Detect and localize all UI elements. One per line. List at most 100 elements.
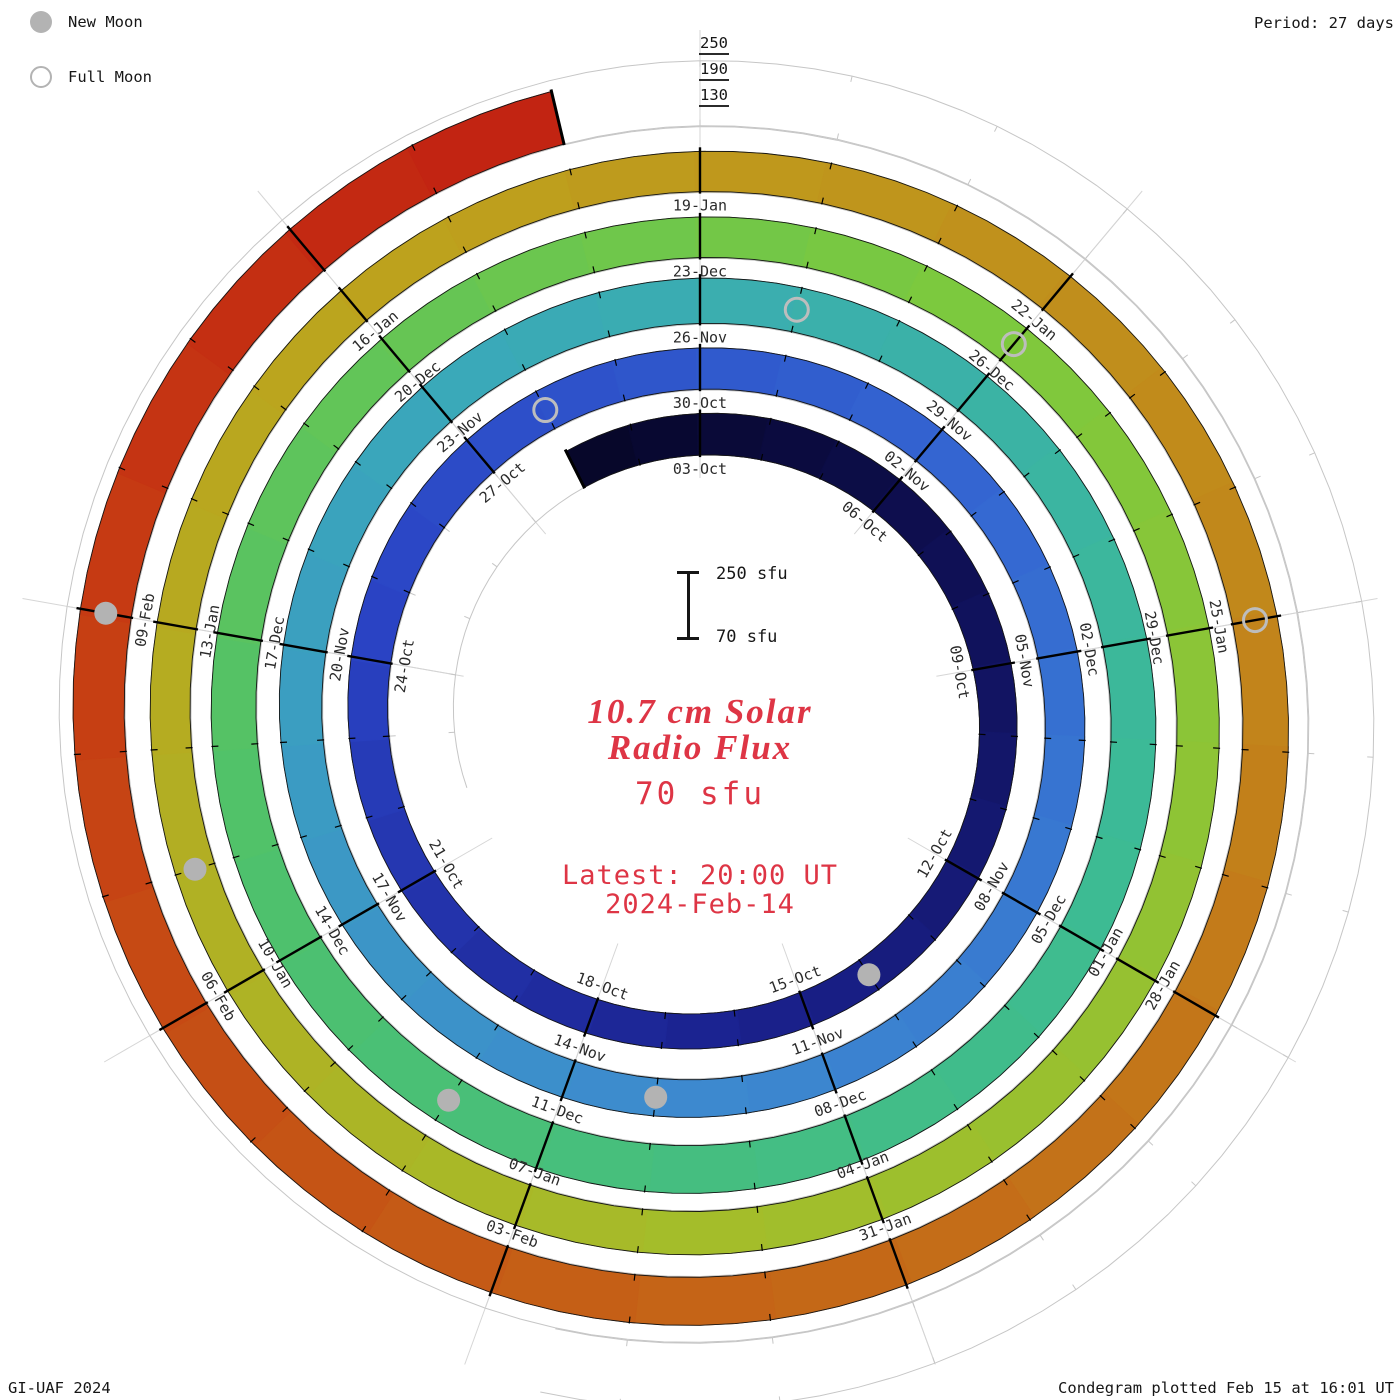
daily-tick: [1104, 411, 1112, 417]
spiral-date-label: 19-Jan: [673, 197, 727, 215]
track-minor-tick: [1254, 475, 1261, 480]
daily-tick: [907, 914, 914, 920]
daily-tick: [421, 1134, 427, 1141]
daily-tick: [988, 1156, 993, 1163]
track-minor-tick: [626, 1340, 628, 1347]
daily-tick: [768, 417, 772, 425]
daily-tick: [1000, 807, 1008, 811]
daily-tick: [930, 1068, 936, 1076]
daily-tick: [475, 272, 481, 280]
daily-tick: [733, 1009, 736, 1017]
daily-tick: [534, 390, 540, 398]
daily-tick: [741, 1074, 744, 1083]
daily-tick: [878, 355, 883, 363]
day-divider: [865, 1175, 885, 1224]
track-tick: [493, 472, 537, 523]
plotted-label: Condegram plotted Feb 15 at 16:01 UT: [1058, 1379, 1394, 1397]
daily-tick: [1193, 501, 1201, 506]
daily-tick: [622, 394, 626, 402]
daily-tick: [874, 984, 880, 991]
track-minor-tick: [1148, 1140, 1154, 1146]
day-divider: [1001, 891, 1042, 916]
daily-tick: [756, 1205, 759, 1213]
daily-tick: [1221, 873, 1229, 877]
day-divider: [463, 436, 496, 475]
end-cap: [549, 89, 566, 146]
daily-tick: [775, 389, 779, 397]
daily-tick: [1166, 513, 1174, 518]
daily-tick: [966, 1123, 972, 1131]
flux-segment: [623, 1271, 777, 1326]
daily-tick: [370, 575, 378, 580]
daily-tick: [790, 325, 794, 333]
daily-tick: [1002, 1179, 1008, 1186]
day-divider: [1058, 924, 1105, 953]
daily-tick: [951, 606, 959, 610]
spiral-date-label: 30-Oct: [673, 394, 727, 412]
full-moon-marker: [1242, 607, 1268, 634]
daily-tick: [907, 296, 913, 304]
track-minor-tick: [409, 592, 416, 596]
daily-tick: [512, 995, 518, 1002]
daily-tick: [1195, 865, 1203, 869]
daily-tick: [819, 473, 824, 480]
daily-tick: [521, 364, 527, 371]
daily-tick: [982, 592, 990, 597]
daily-tick: [894, 1013, 900, 1021]
daily-tick: [354, 460, 361, 466]
new-moon-marker: [644, 1085, 668, 1109]
scalebar-stem: [687, 571, 690, 639]
day-divider: [971, 661, 1016, 672]
daily-tick: [333, 444, 340, 450]
daily-tick: [569, 168, 572, 176]
daily-tick: [303, 422, 310, 428]
scalebar-bottom-cap: [677, 637, 699, 640]
day-divider: [347, 654, 393, 665]
daily-tick: [503, 328, 509, 336]
credit-label: GI-UAF 2024: [8, 1379, 111, 1397]
track-minor-tick: [912, 1301, 916, 1308]
daily-tick: [347, 1045, 354, 1051]
day-divider: [378, 334, 411, 374]
daily-tick: [334, 824, 342, 828]
daily-tick: [760, 1244, 763, 1252]
daily-tick: [1076, 433, 1083, 439]
daily-tick: [438, 523, 446, 529]
daily-tick: [386, 484, 393, 490]
day-divider: [512, 1182, 532, 1230]
daily-tick: [1134, 847, 1142, 851]
track-tick: [912, 1301, 936, 1364]
track-minor-tick: [1229, 319, 1236, 324]
day-divider: [1100, 637, 1152, 649]
radial-scale-label-250: 250: [699, 34, 729, 55]
daily-tick: [753, 1182, 756, 1190]
track-minor-tick: [1308, 452, 1315, 456]
daily-tick: [930, 935, 937, 941]
daily-tick: [660, 1041, 663, 1049]
daily-tick: [636, 1246, 639, 1254]
track-minor-tick: [1085, 253, 1090, 260]
daily-tick: [174, 872, 182, 876]
daily-tick: [397, 805, 405, 809]
daily-tick: [1095, 835, 1103, 840]
day-divider: [158, 1001, 209, 1032]
daily-tick: [249, 1137, 256, 1143]
daily-tick: [864, 382, 870, 389]
daily-tick: [434, 1114, 440, 1122]
day-divider: [582, 997, 600, 1038]
daily-tick: [979, 981, 986, 988]
daily-tick: [614, 358, 618, 366]
day-divider: [275, 935, 323, 964]
daily-tick: [101, 894, 109, 898]
day-divider: [418, 383, 454, 424]
day-divider: [338, 902, 380, 928]
daily-tick: [433, 187, 438, 195]
daily-tick: [473, 925, 480, 932]
full-moon-marker: [1000, 331, 1027, 358]
daily-tick: [641, 1208, 644, 1216]
daily-tick: [748, 1140, 751, 1148]
day-divider: [998, 324, 1031, 362]
day-divider: [871, 475, 904, 514]
day-divider: [213, 631, 264, 643]
